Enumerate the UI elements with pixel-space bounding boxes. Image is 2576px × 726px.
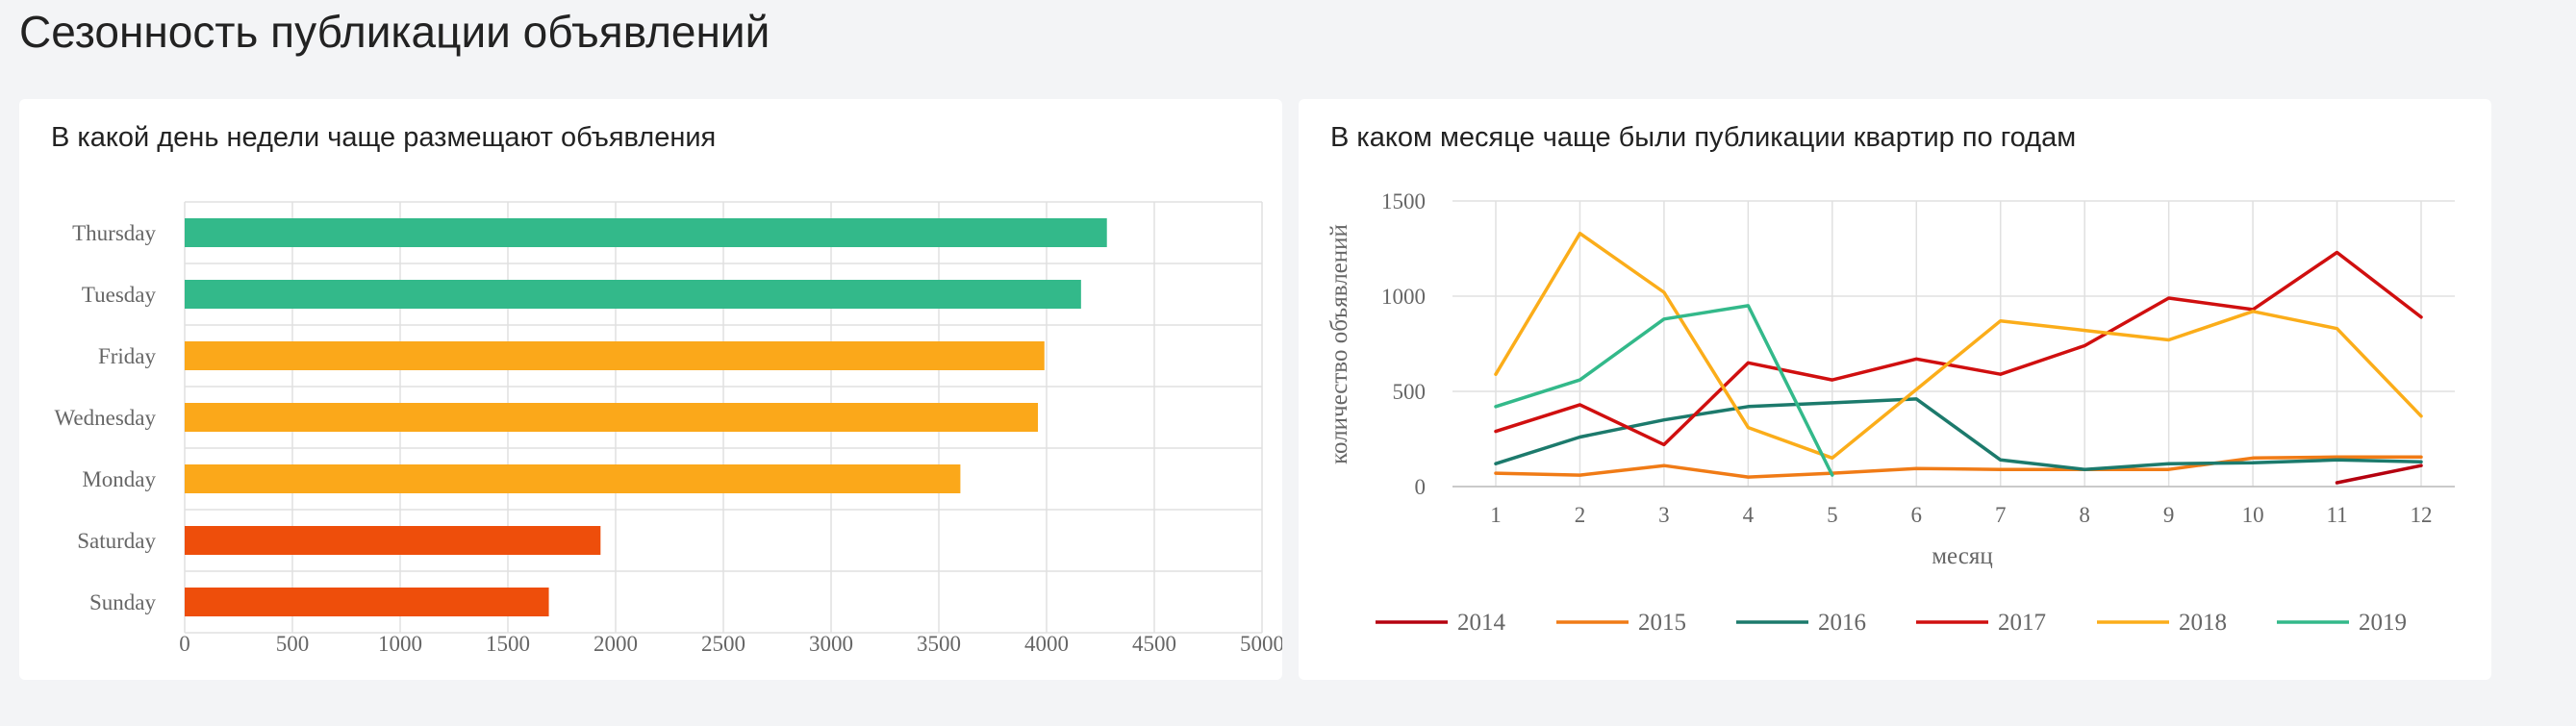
x-tick-label: 1	[1490, 503, 1502, 527]
y-tick-label: 1000	[1381, 285, 1426, 309]
bar-saturday	[185, 526, 601, 555]
y-axis-title: количество объявлений	[1326, 224, 1352, 464]
series-line-2016	[1494, 397, 2423, 471]
x-tick-label: 9	[2163, 503, 2175, 527]
series-line-2014	[2335, 463, 2423, 485]
x-tick-label: 3500	[917, 632, 961, 656]
x-tick-label: 2000	[593, 632, 638, 656]
y-tick-label: Sunday	[89, 590, 157, 614]
x-tick-label: 12	[2411, 503, 2433, 527]
series-line-2015	[1494, 455, 2423, 479]
x-tick-label: 8	[2079, 503, 2090, 527]
x-tick-label: 1500	[486, 632, 530, 656]
series-line-2017	[1494, 250, 2423, 447]
bar-tuesday	[185, 280, 1081, 309]
y-tick-label: Friday	[98, 344, 157, 368]
weekday-chart-card: В какой день недели чаще размещают объяв…	[19, 99, 1282, 680]
legend-label: 2019	[2359, 610, 2407, 636]
legend-label: 2018	[2179, 610, 2227, 636]
y-tick-label: Monday	[82, 467, 156, 491]
bar-monday	[185, 464, 961, 493]
x-tick-label: 5	[1827, 503, 1838, 527]
x-tick-label: 5000	[1240, 632, 1282, 656]
page-title: Сезонность публикации объявлений	[19, 7, 770, 57]
weekday-bar-chart: 0 500 1000 1500 2000 2500 3000 3500 4000 4500 5000…	[55, 201, 1282, 656]
x-tick-label: 1000	[378, 632, 422, 656]
x-tick-label: 0	[179, 632, 190, 656]
y-tick-label: Thursday	[72, 221, 156, 245]
x-tick-label: 500	[276, 632, 310, 656]
x-tick-label: 2	[1575, 503, 1586, 527]
x-tick-label: 2500	[701, 632, 745, 656]
weekday-chart-title: В какой день недели чаще размещают объяв…	[51, 122, 717, 153]
legend-label: 2014	[1457, 610, 1506, 636]
x-tick-label: 7	[1995, 503, 2007, 527]
y-tick-label: Wednesday	[55, 406, 157, 430]
x-tick-label: 3	[1658, 503, 1670, 527]
y-tick-label: Tuesday	[82, 283, 157, 307]
x-axis-title: месяц	[1932, 543, 1993, 569]
bar-thursday	[185, 218, 1107, 247]
legend-label: 2017	[1998, 610, 2046, 636]
monthly-chart-title: В каком месяце чаще были публикации квар…	[1330, 122, 2077, 153]
x-tick-label: 4	[1743, 503, 1755, 527]
bar-friday	[185, 341, 1045, 370]
series-line-2018	[1494, 231, 2423, 461]
legend-label: 2015	[1638, 610, 1686, 636]
bar-sunday	[185, 588, 549, 616]
legend-label: 2016	[1818, 610, 1866, 636]
monthly-chart-card: В каком месяце чаще были публикации квар…	[1299, 99, 2491, 680]
x-tick-label: 10	[2242, 503, 2264, 527]
x-tick-label: 3000	[809, 632, 853, 656]
x-tick-label: 4500	[1132, 632, 1176, 656]
y-tick-label: 0	[1415, 475, 1427, 499]
x-tick-label: 6	[1911, 503, 1923, 527]
y-tick-label: 500	[1393, 380, 1427, 404]
y-tick-label: Saturday	[77, 529, 156, 553]
x-tick-label: 11	[2326, 503, 2347, 527]
y-tick-label: 1500	[1381, 189, 1426, 213]
series-line-2019	[1494, 304, 1834, 477]
bar-wednesday	[185, 403, 1039, 432]
x-tick-label: 4000	[1024, 632, 1069, 656]
